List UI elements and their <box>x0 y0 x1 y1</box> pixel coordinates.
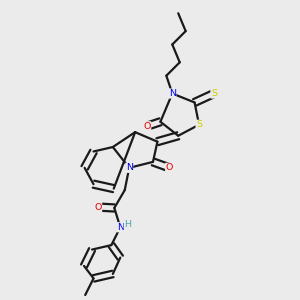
Text: O: O <box>166 163 173 172</box>
Text: N: N <box>126 163 133 172</box>
Text: S: S <box>211 89 217 98</box>
Text: S: S <box>196 120 202 129</box>
Text: N: N <box>169 89 176 98</box>
Text: O: O <box>143 122 151 131</box>
Text: O: O <box>94 202 102 211</box>
Text: H: H <box>124 220 131 230</box>
Text: N: N <box>117 223 124 232</box>
